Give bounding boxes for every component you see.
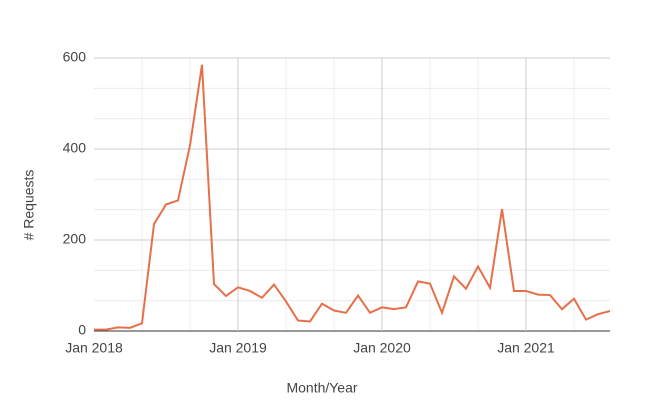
line: [94, 64, 611, 331]
y-tick-label: 0: [78, 322, 86, 338]
x-tick-label: Jan 2019: [209, 340, 267, 356]
x-tick-label: Jan 2020: [353, 340, 411, 356]
x-tick-label: Jan 2018: [65, 340, 123, 356]
y-tick-label: 400: [63, 140, 87, 156]
y-tick-label: 200: [63, 231, 87, 247]
y-tick-label: 600: [63, 49, 87, 65]
y-axis-label: # Requests: [21, 170, 37, 241]
x-axis-label: Month/Year: [286, 380, 357, 396]
x-tick-label: Jan 2021: [497, 340, 555, 356]
